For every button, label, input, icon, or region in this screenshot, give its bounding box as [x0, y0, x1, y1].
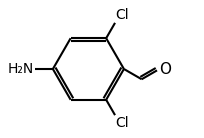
Text: H₂N: H₂N: [8, 62, 34, 76]
Text: Cl: Cl: [116, 116, 129, 130]
Text: Cl: Cl: [116, 8, 129, 22]
Text: O: O: [159, 62, 171, 77]
